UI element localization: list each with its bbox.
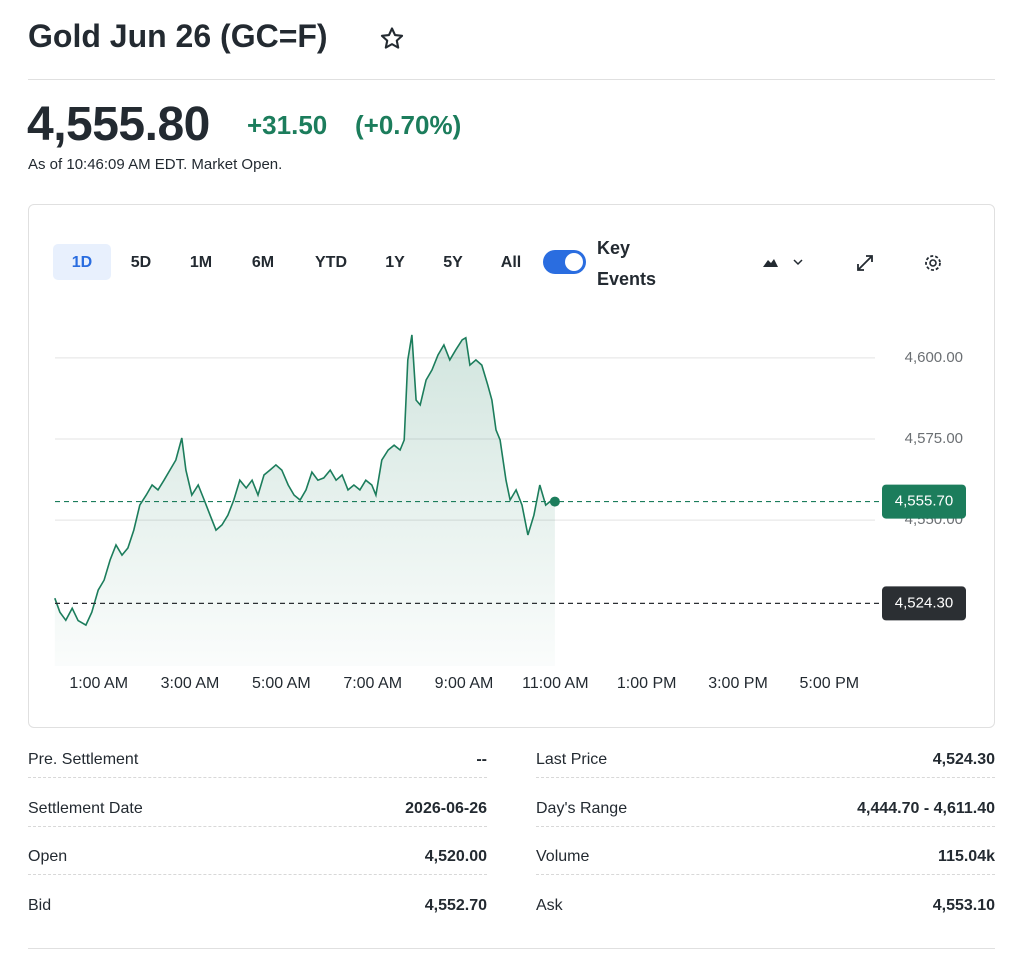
row-divider [28, 777, 487, 778]
x-tick-label: 11:00 AM [522, 675, 588, 692]
stat-label: Open [28, 848, 68, 865]
price-line [54, 334, 555, 627]
range-button[interactable]: 5Y [443, 254, 463, 271]
stat-value: 4,520.00 [424, 848, 487, 865]
x-tick-label: 7:00 AM [343, 675, 402, 692]
x-tick-label: 9:00 AM [435, 675, 494, 692]
y-tick-label: 4,600.00 [905, 349, 963, 366]
price: 4,555.80 [27, 98, 210, 151]
x-tick-label: 1:00 PM [617, 675, 677, 692]
stat-label: Pre. Settlement [28, 751, 139, 768]
title: Gold Jun 26 (GC=F) [28, 18, 328, 54]
as-of: As of 10:46:09 AM EDT. Market Open. [28, 156, 283, 173]
range-button[interactable]: All [501, 254, 521, 271]
x-tick-label: 3:00 AM [161, 675, 220, 692]
toggle-knob [565, 253, 583, 271]
range-button[interactable]: 1D [72, 254, 92, 271]
area [54, 334, 555, 666]
stat-label: Ask [536, 897, 563, 914]
stat-value: 4,444.70 - 4,611.40 [857, 800, 995, 817]
x-tick-label: 3:00 PM [708, 675, 768, 692]
row-divider [536, 777, 995, 778]
reference-label: 4,524.30 [895, 594, 953, 611]
price-change-percent: (+0.70%) [355, 110, 462, 140]
range-button[interactable]: 6M [252, 254, 274, 271]
stat-label: Last Price [536, 751, 608, 768]
x-tick-label: 1:00 AM [69, 675, 128, 692]
stat-value: -- [476, 751, 487, 768]
stat-value: 4,553.10 [932, 897, 995, 914]
stat-value: 115.04k [938, 848, 995, 865]
chart-type-icon[interactable] [763, 259, 778, 267]
key-events: Key Events [597, 238, 656, 289]
settings-icon[interactable] [925, 255, 941, 271]
reference-label-bg [882, 586, 966, 621]
range-selected-bg [53, 244, 111, 280]
range-button[interactable]: 5D [131, 254, 151, 271]
x-tick-label: 5:00 AM [252, 675, 311, 692]
range-button[interactable]: 1M [190, 254, 212, 271]
stat-value: 2026-06-26 [405, 800, 487, 817]
reference-label: 4,555.70 [895, 493, 953, 510]
divider [28, 79, 995, 80]
stat-value: 4,524.30 [932, 751, 995, 768]
row-divider [536, 826, 995, 827]
y-tick-label: 4,575.00 [905, 430, 963, 447]
stat-label: Bid [28, 897, 52, 914]
expand-icon[interactable] [857, 255, 873, 271]
row-divider [28, 826, 487, 827]
row-divider [28, 874, 487, 875]
stat-value: 4,552.70 [424, 897, 487, 914]
x-tick-label: 5:00 PM [800, 675, 860, 692]
stat-label: Day's Range [536, 800, 628, 817]
chart-type-caret [793, 259, 803, 266]
stat-label: Volume [536, 848, 590, 865]
chart-card [28, 204, 995, 728]
favorite-star[interactable] [378, 25, 406, 53]
price-change: +31.50 [247, 110, 328, 140]
row-divider [536, 874, 995, 875]
stat-label: Settlement Date [28, 800, 143, 817]
range-button[interactable]: YTD [315, 254, 347, 271]
reference-label-bg [882, 484, 966, 519]
range-button[interactable]: 1Y [385, 254, 405, 271]
divider [28, 948, 995, 949]
